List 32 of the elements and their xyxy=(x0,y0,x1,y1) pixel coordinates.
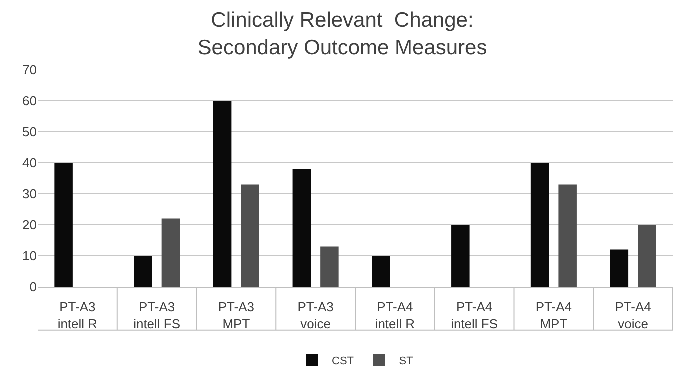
bar xyxy=(372,256,390,287)
x-tick-label: PT-A3 intell R xyxy=(58,300,98,332)
legend-label: CST xyxy=(332,355,354,368)
x-tick-label: PT-A4 MPT xyxy=(536,300,572,332)
x-tick-label: PT-A3 MPT xyxy=(218,300,255,332)
x-tick-label: PT-A4 intell R xyxy=(375,300,416,332)
bar xyxy=(638,225,656,287)
bar xyxy=(530,163,550,287)
bar xyxy=(452,225,470,287)
y-tick-label: 60 xyxy=(22,94,37,109)
bar xyxy=(213,101,232,287)
y-tick-label: 40 xyxy=(22,156,37,171)
y-tick-label: 10 xyxy=(22,248,37,264)
bar xyxy=(292,169,312,287)
y-tick-label: 70 xyxy=(22,62,37,78)
bar xyxy=(610,250,629,287)
x-tick-label: PT-A4 voice xyxy=(615,300,652,332)
y-tick-label: 30 xyxy=(22,186,37,202)
bar xyxy=(320,246,339,287)
chart-title: Clinically Relevant Change: Secondary Outcome Measures xyxy=(198,9,488,60)
legend-label: ST xyxy=(399,355,414,368)
x-tick-label: PT-A3 voice xyxy=(298,300,334,332)
bar xyxy=(162,218,180,287)
x-tick-label: PT-A4 intell FS xyxy=(451,300,498,332)
bar xyxy=(558,184,577,287)
y-tick-label: 50 xyxy=(22,124,37,140)
bar xyxy=(54,163,73,287)
bar xyxy=(241,184,260,287)
x-tick-label: PT-A3 intell FS xyxy=(134,300,181,332)
bar xyxy=(134,256,152,287)
y-tick-label: 20 xyxy=(22,218,37,233)
y-tick-label: 0 xyxy=(30,280,37,295)
